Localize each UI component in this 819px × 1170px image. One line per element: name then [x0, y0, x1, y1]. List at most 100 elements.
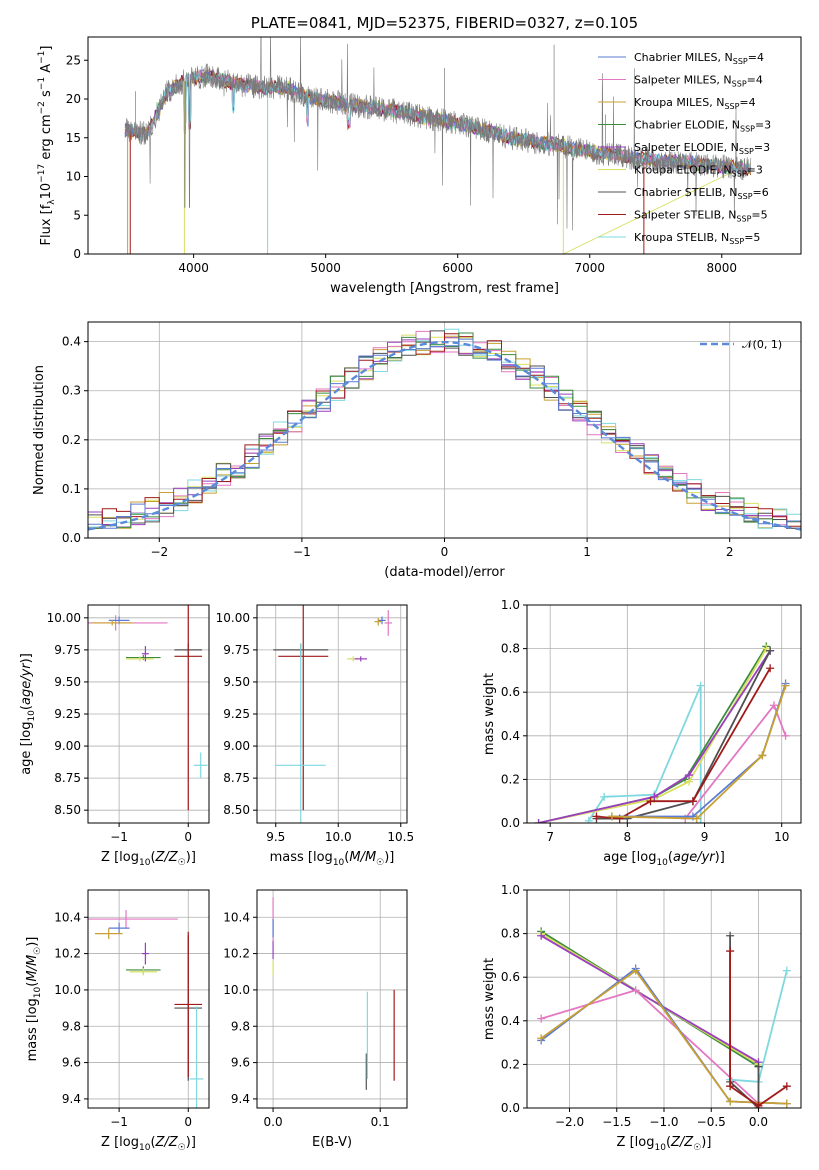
y-tick-label: 9.6	[62, 1056, 81, 1070]
label-part: )]	[25, 937, 40, 947]
x-tick-label: −1	[110, 1115, 128, 1129]
plot-area	[88, 328, 801, 531]
data-point	[646, 797, 655, 806]
label-part: age [log	[19, 722, 34, 775]
y-tick-label: 0.1	[62, 482, 81, 496]
label-part: (	[25, 982, 40, 987]
normal-curve	[88, 341, 801, 531]
plot-area	[272, 897, 395, 1090]
y-tick-label: 10.0	[223, 983, 250, 997]
data-point	[726, 931, 735, 940]
data-point	[631, 966, 640, 975]
label-part: =3	[755, 119, 771, 132]
x-tick-label: 0	[441, 545, 449, 559]
weight-line	[540, 989, 760, 1108]
y-tick-label: 9.6	[231, 1056, 250, 1070]
panel-weight-vs-Z: −2.0 −1.5 −1.0 −0.5 0.0 0.0 0.2 0.4 0.6 0.8 1.0 Z […	[482, 883, 802, 1153]
axes-frame	[256, 889, 408, 1109]
label-part: ☉	[178, 1143, 186, 1153]
y-tick-label: 8.75	[54, 771, 81, 785]
label-part: 10	[33, 986, 43, 998]
y-axis-label: Flux [fλ10−17 erg cm−2 s−1 A−1]	[37, 46, 57, 246]
y-tick-label: 0.2	[501, 772, 520, 786]
y-axis-label: mass weight	[482, 673, 497, 755]
label-part: −1	[37, 51, 47, 64]
x-tick-label: 1	[583, 545, 591, 559]
label-part: Z/Z	[670, 1135, 694, 1150]
plot-area	[88, 909, 204, 1108]
x-tick-label: 0	[184, 830, 192, 844]
x-tick-label: −1.5	[602, 1115, 631, 1129]
data-point	[782, 1082, 791, 1091]
label-part: −2	[37, 101, 47, 114]
y-tick-label: 8.50	[223, 803, 250, 817]
label-part: age/yr	[673, 850, 716, 865]
legend-entry: Kroupa STELIB, NSSP=5	[634, 231, 760, 246]
x-axis-label: Z [log10(Z/Z☉)]	[101, 1135, 196, 1153]
label-part: =3	[747, 164, 763, 177]
data-point	[607, 812, 616, 821]
data-point	[781, 731, 790, 740]
label-part: Kroupa MILES, N	[634, 96, 724, 109]
x-tick-label: 9	[701, 830, 709, 844]
y-tick-label: 0.0	[501, 816, 520, 830]
label-part: Chabrier MILES, N	[634, 51, 733, 64]
y-tick-label: 0.2	[62, 433, 81, 447]
y-tick-label: 0.8	[501, 642, 520, 656]
x-tick-label: −1	[110, 830, 128, 844]
plot-area	[88, 605, 208, 811]
legend-entry: Chabrier STELIB, NSSP=6	[634, 186, 769, 201]
y-tick-label: 0.4	[501, 729, 520, 743]
weight-line	[540, 935, 759, 1063]
legend-entry: Chabrier ELODIE, NSSP=3	[634, 119, 771, 134]
label-part: Z/Z	[155, 1135, 179, 1150]
label-part: ☉	[33, 947, 43, 955]
x-tick-label: 10.5	[387, 830, 414, 844]
y-tick-label: 9.50	[54, 675, 81, 689]
label-part: 10	[654, 1143, 666, 1153]
x-axis-label: wavelength [Angstrom, rest frame]	[330, 281, 559, 296]
x-tick-label: 8000	[707, 261, 738, 275]
y-axis-label: Normed distribution	[32, 365, 47, 495]
legend-entry: Salpeter MILES, NSSP=4	[634, 74, 763, 89]
label-part: (	[150, 850, 155, 865]
label-part: SSP	[736, 215, 751, 224]
data-point	[766, 646, 775, 655]
label-part: )]	[384, 850, 394, 865]
plot-area	[537, 927, 791, 1108]
data-point	[537, 931, 546, 940]
label-part: =4	[739, 96, 755, 109]
y-tick-label: 9.00	[223, 739, 250, 753]
data-point	[769, 701, 778, 710]
label-part: (	[19, 705, 34, 710]
x-tick-label: −0.5	[697, 1115, 726, 1129]
data-point	[650, 792, 659, 801]
x-axis-label: Z [log10(Z/Z☉)]	[101, 850, 196, 868]
label-part: Z [log	[617, 1135, 655, 1150]
x-tick-label: 5000	[310, 261, 341, 275]
y-tick-label: 10.00	[216, 611, 250, 625]
weight-line	[729, 951, 788, 1107]
y-tick-label: 8.75	[223, 771, 250, 785]
label-part: =6	[753, 186, 769, 199]
x-tick-label: 9.5	[266, 830, 285, 844]
data-point	[631, 986, 640, 995]
axes-frame	[87, 36, 802, 255]
label-part: ☉	[178, 858, 186, 868]
y-tick-label: 0.4	[501, 1014, 520, 1028]
label-part: Flux [f	[39, 204, 54, 245]
label-part: =5	[744, 231, 760, 244]
label-part: SSP	[729, 237, 744, 246]
label-part: SSP	[739, 147, 754, 156]
data-point	[758, 751, 767, 760]
label-part: )]	[19, 653, 34, 663]
label-part: )]	[715, 850, 725, 865]
label-part: Salpeter MILES, N	[634, 74, 732, 87]
weight-line	[596, 650, 771, 820]
label-part: 10	[656, 858, 668, 868]
y-tick-label: 25	[66, 53, 81, 67]
x-tick-label: 10	[774, 830, 789, 844]
y-axis-label: age [log10(age/yr)]	[19, 653, 37, 775]
